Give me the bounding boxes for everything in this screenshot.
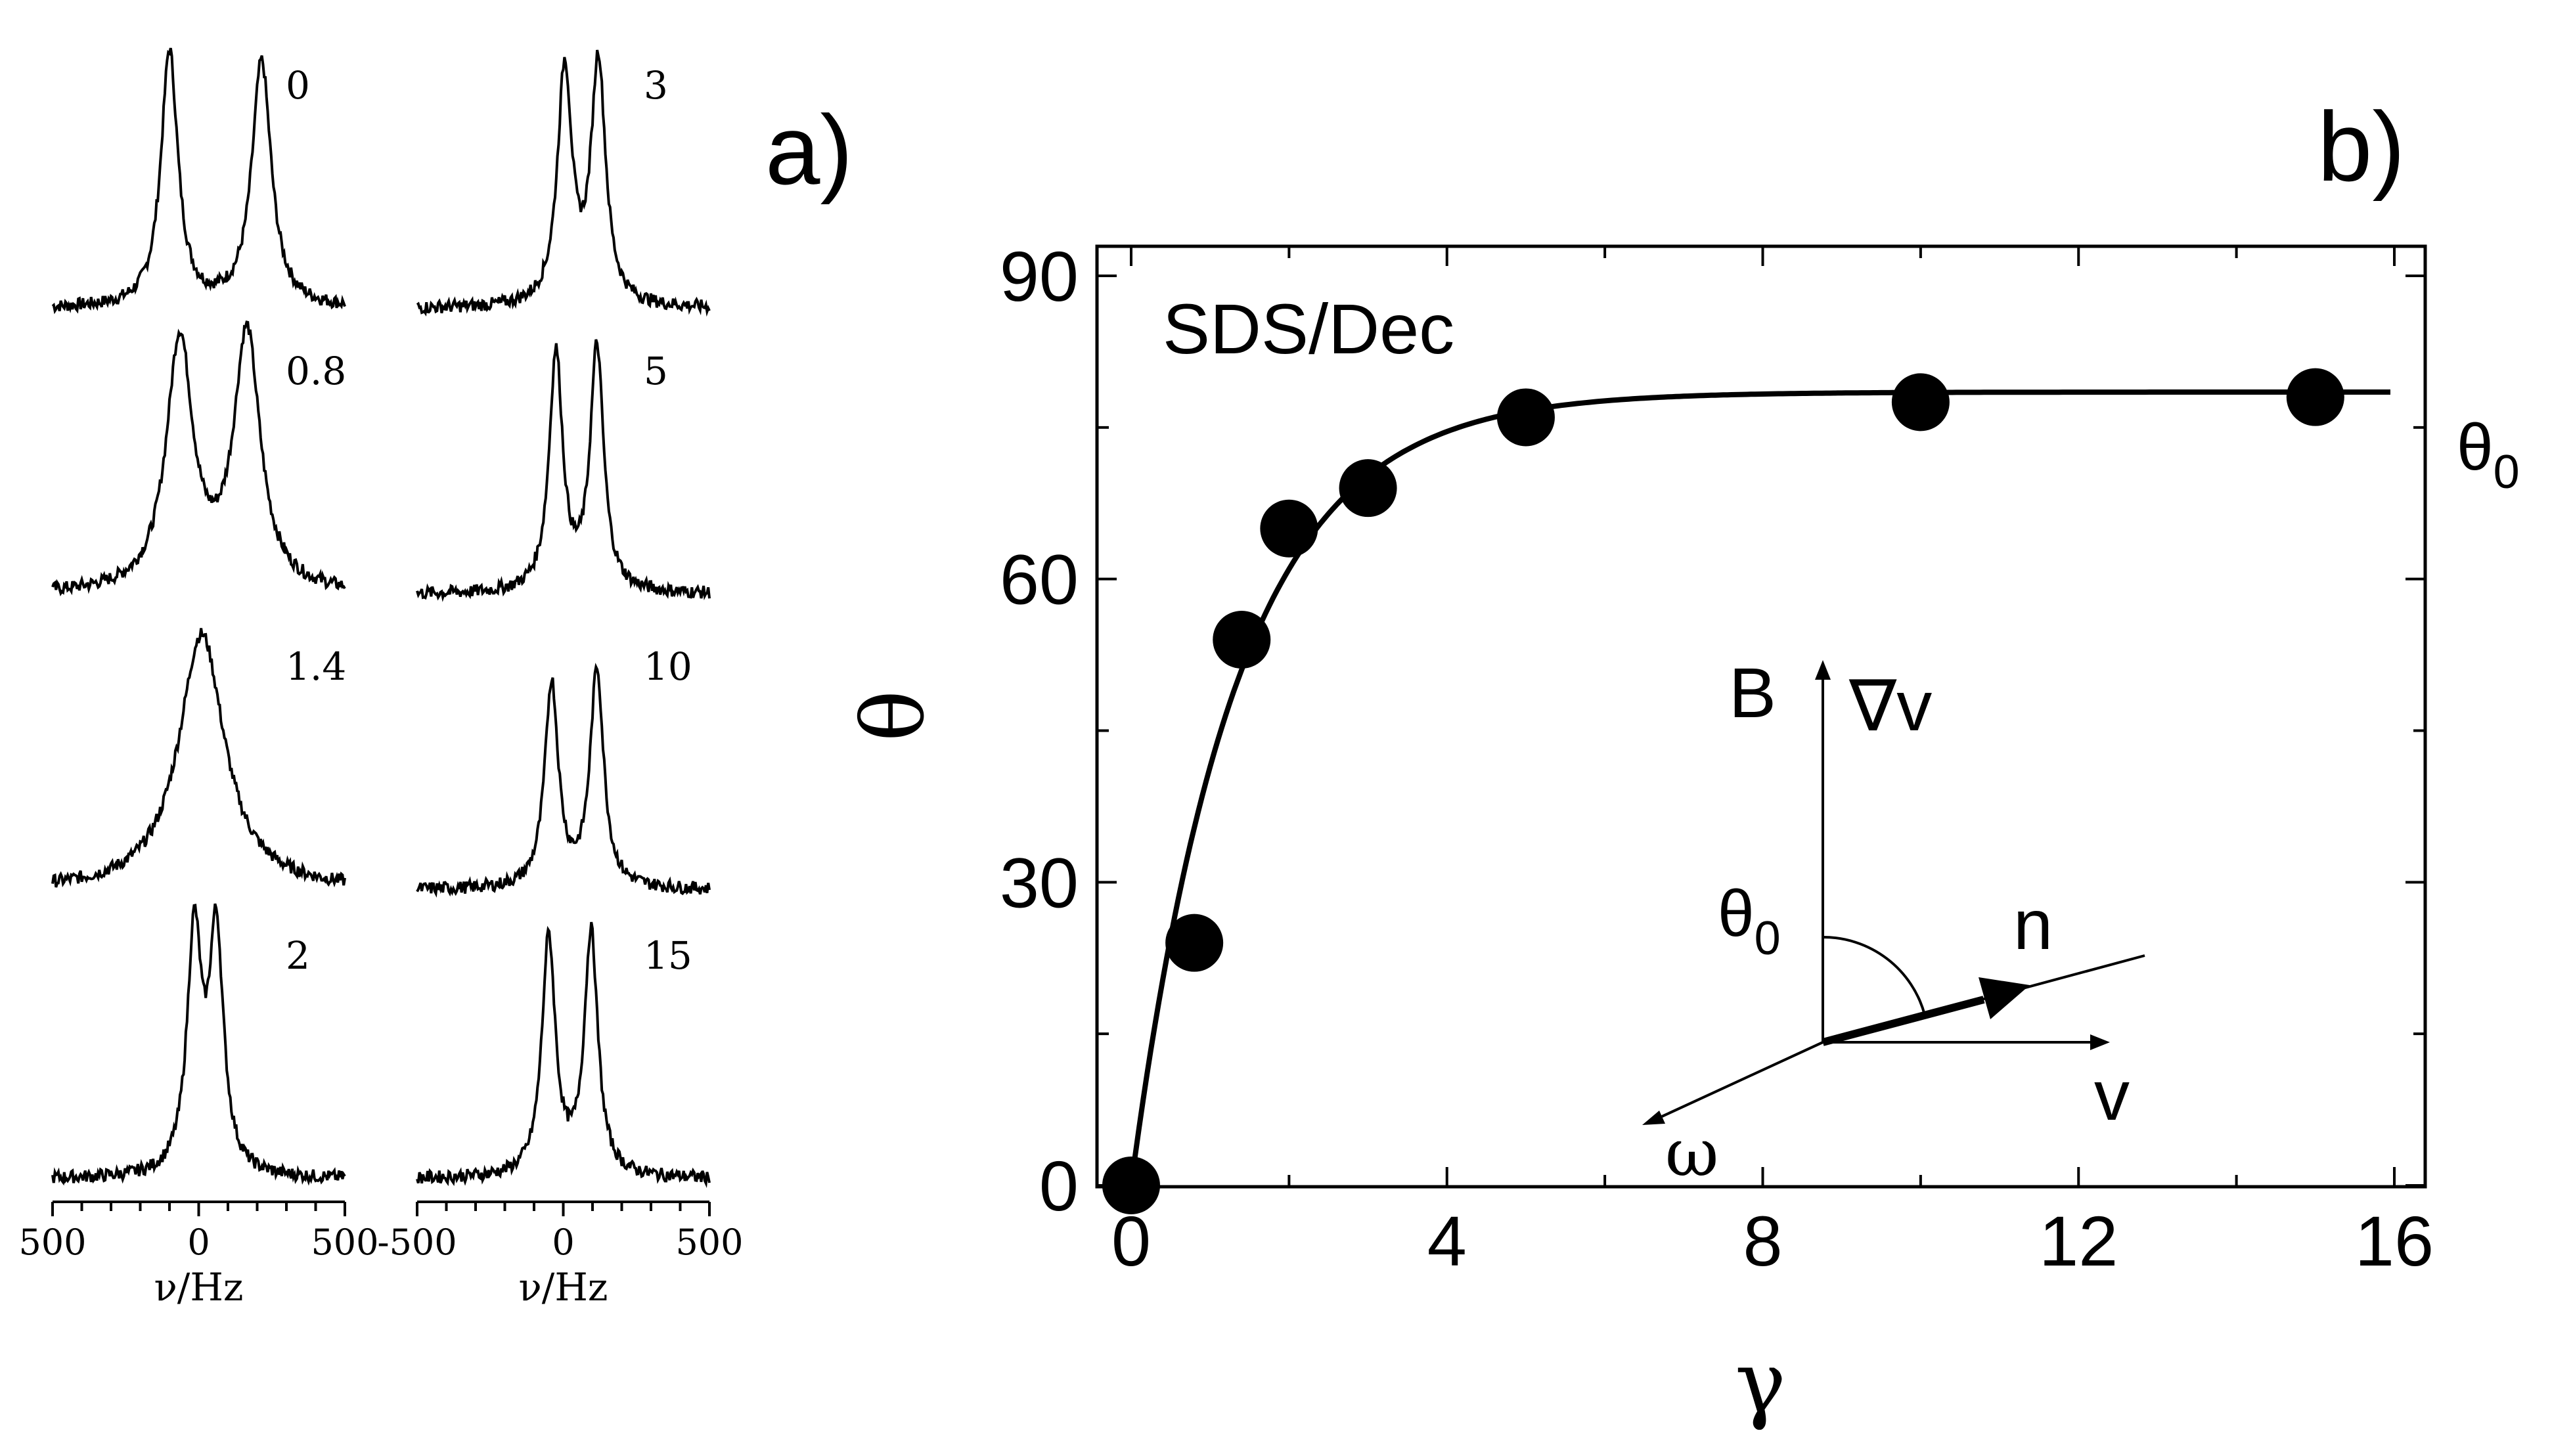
spectra-tick-label: 0 bbox=[552, 1222, 574, 1263]
y-axis-label: θ bbox=[843, 690, 943, 741]
inset-diagram: B ∇v θ0 n v ω bbox=[1642, 653, 2145, 1191]
spectrum-label: 0.8 bbox=[286, 349, 346, 393]
spectra-tick-label: -500 bbox=[377, 1222, 457, 1263]
inset-label-omega: ω bbox=[1665, 1114, 1719, 1191]
inset-angle-arc bbox=[1822, 935, 1926, 1015]
x-tick-label: 12 bbox=[2039, 1201, 2118, 1281]
panel-a-spectra: 0 0.8 1.4 2 500 0 500 ν/Hz 3 5 10 15 -500 0 500 ν/Hz a) bbox=[18, 47, 853, 1310]
data-point bbox=[1102, 1157, 1160, 1214]
spectrum-trace bbox=[51, 628, 346, 888]
x-axis-label: γ bbox=[1735, 1333, 1786, 1432]
legend-text: SDS/Dec bbox=[1163, 289, 1454, 368]
y-tick-label: 0 bbox=[1039, 1146, 1079, 1225]
inset-vertical-arrowhead bbox=[1815, 660, 1831, 680]
spectrum-label: 1.4 bbox=[286, 644, 346, 689]
y-tick-label: 60 bbox=[1000, 540, 1079, 619]
spectra-tick-label: 0 bbox=[187, 1222, 210, 1263]
spectrum-label: 0 bbox=[286, 63, 310, 108]
data-point bbox=[1891, 373, 1950, 431]
inset-omega-axis bbox=[1661, 1041, 1823, 1118]
panel-b-label: b) bbox=[2317, 91, 2405, 202]
spectra-tick-label: 500 bbox=[311, 1222, 378, 1263]
data-point bbox=[1213, 611, 1271, 669]
asymptote-label: θ0 bbox=[2457, 410, 2520, 498]
inset-n-arrowhead bbox=[1979, 977, 2030, 1019]
spectra-layer: 0 0.8 1.4 2 500 0 500 ν/Hz 3 5 10 15 -500 0 500 ν/Hz bbox=[18, 47, 744, 1310]
inset-label-v: v bbox=[2094, 1055, 2130, 1135]
spectrum-trace bbox=[51, 320, 346, 597]
spectrum-trace bbox=[416, 49, 711, 317]
panel-a-label: a) bbox=[765, 95, 853, 205]
spectra-tick-label: 500 bbox=[18, 1222, 86, 1263]
spectrum-label: 2 bbox=[286, 933, 310, 978]
y-tick-label: 30 bbox=[1000, 843, 1079, 922]
data-point bbox=[1339, 459, 1397, 518]
data-point bbox=[1260, 499, 1318, 558]
x-tick-label: 4 bbox=[1427, 1201, 1467, 1281]
data-point bbox=[2286, 368, 2344, 426]
spectrum-label: 15 bbox=[644, 933, 692, 978]
inset-label-B: B bbox=[1729, 653, 1776, 732]
spectrum-trace bbox=[51, 903, 346, 1186]
inset-omega-arrowhead bbox=[1642, 1111, 1665, 1125]
data-point bbox=[1165, 914, 1224, 972]
fit-curve bbox=[1129, 389, 2390, 1186]
spectrum-trace bbox=[51, 47, 346, 315]
plot-frame bbox=[1095, 244, 2427, 1189]
spectrum-trace bbox=[416, 339, 711, 602]
spectrum-label: 5 bbox=[644, 349, 668, 393]
inset-n-vector bbox=[1822, 996, 1985, 1046]
spectrum-trace bbox=[416, 663, 711, 898]
x-tick-label: 8 bbox=[1743, 1201, 1782, 1281]
tick-layer: 0 4 8 12 16 0 30 60 90 bbox=[1000, 236, 2434, 1281]
data-point bbox=[1496, 388, 1555, 447]
inset-label-theta0: θ0 bbox=[1718, 877, 1781, 965]
inset-label-gradv: ∇v bbox=[1848, 666, 1932, 745]
data-points bbox=[1102, 368, 2344, 1214]
spectra-tick-label: 500 bbox=[675, 1222, 743, 1263]
x-tick-label: 0 bbox=[1111, 1201, 1151, 1281]
y-tick-label: 90 bbox=[1000, 236, 1079, 316]
inset-label-n: n bbox=[2013, 885, 2053, 964]
spectra-x-label: ν/Hz bbox=[154, 1265, 244, 1310]
spectrum-label: 3 bbox=[644, 63, 668, 108]
inset-v-arrowhead bbox=[2090, 1034, 2110, 1050]
spectra-x-label: ν/Hz bbox=[519, 1265, 608, 1310]
panel-b-plot: b) 0 4 8 12 16 0 30 60 90 SDS/Dec θ0 θ γ B ∇v θ0… bbox=[843, 91, 2520, 1432]
spectrum-label: 10 bbox=[644, 644, 692, 689]
spectrum-trace bbox=[416, 921, 711, 1188]
x-tick-label: 16 bbox=[2355, 1201, 2434, 1281]
